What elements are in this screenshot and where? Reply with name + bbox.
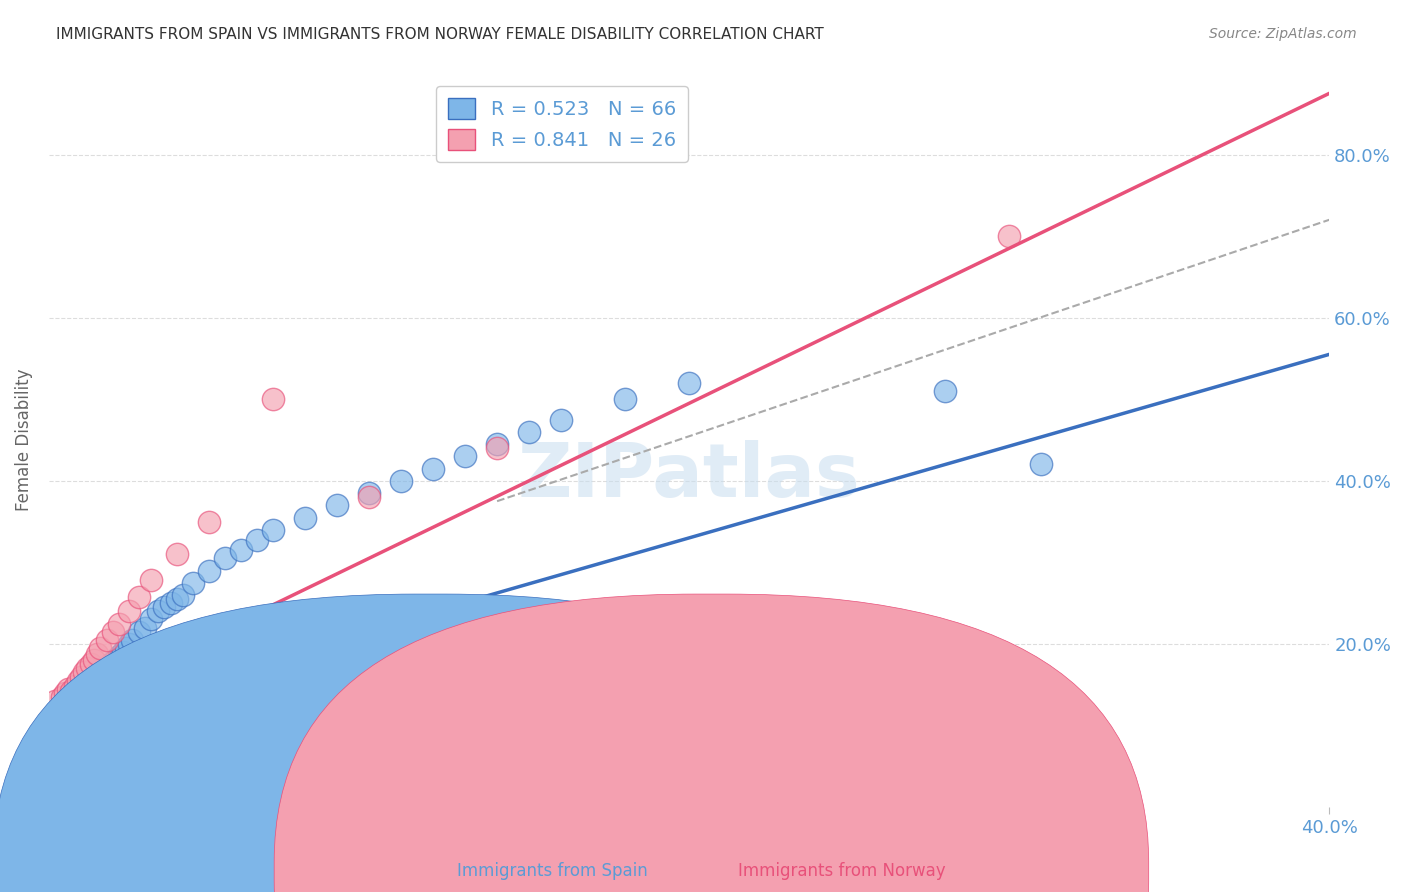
Point	[1031, 458, 1053, 472]
Point	[53, 706, 76, 721]
Point	[114, 640, 136, 655]
Point	[86, 647, 108, 661]
Point	[76, 681, 98, 696]
Point	[70, 669, 93, 683]
Point	[89, 663, 111, 677]
Point	[166, 592, 188, 607]
Point	[198, 515, 221, 529]
Point	[63, 679, 86, 693]
Point	[141, 574, 163, 588]
Point	[48, 702, 70, 716]
Point	[229, 543, 252, 558]
Point	[614, 392, 637, 407]
Point	[486, 441, 509, 455]
Point	[108, 649, 131, 664]
Point	[66, 686, 89, 700]
Point	[86, 673, 108, 688]
Point	[181, 575, 204, 590]
Point	[101, 655, 124, 669]
Point	[118, 637, 141, 651]
Point	[246, 533, 269, 547]
Point	[517, 735, 540, 749]
Point	[678, 376, 700, 390]
Point	[389, 474, 412, 488]
Point	[76, 678, 98, 692]
Point	[60, 700, 83, 714]
Point	[83, 669, 105, 683]
Point	[56, 704, 79, 718]
Point	[73, 684, 96, 698]
Point	[70, 696, 93, 710]
Point	[121, 632, 143, 647]
Point	[486, 437, 509, 451]
Point	[93, 668, 115, 682]
Point	[550, 412, 572, 426]
Point	[357, 486, 380, 500]
Point	[86, 665, 108, 680]
Point	[108, 616, 131, 631]
Point	[141, 612, 163, 626]
Point	[66, 704, 89, 718]
Point	[60, 696, 83, 710]
Point	[51, 690, 73, 704]
Point	[326, 498, 349, 512]
Point	[118, 604, 141, 618]
Point	[128, 590, 150, 604]
Point	[134, 621, 156, 635]
Point	[214, 551, 236, 566]
Point	[128, 624, 150, 639]
Point	[262, 523, 284, 537]
Point	[198, 564, 221, 578]
Point	[56, 759, 79, 773]
Point	[44, 694, 66, 708]
Point	[48, 751, 70, 765]
Point	[83, 679, 105, 693]
Legend: R = 0.523   N = 66, R = 0.841   N = 26: R = 0.523 N = 66, R = 0.841 N = 26	[436, 87, 688, 161]
Text: Immigrants from Norway: Immigrants from Norway	[738, 863, 946, 880]
Point	[53, 694, 76, 708]
Point	[159, 596, 181, 610]
Point	[105, 651, 128, 665]
Point	[934, 384, 956, 398]
Point	[83, 653, 105, 667]
Point	[98, 657, 121, 672]
Point	[422, 461, 444, 475]
Point	[79, 673, 101, 688]
Point	[517, 425, 540, 439]
Point	[262, 392, 284, 407]
Point	[96, 632, 118, 647]
Text: Source: ZipAtlas.com: Source: ZipAtlas.com	[1209, 27, 1357, 41]
Point	[73, 688, 96, 702]
Point	[146, 604, 169, 618]
Point	[118, 702, 141, 716]
Point	[89, 671, 111, 685]
Point	[454, 450, 477, 464]
Point	[63, 698, 86, 712]
Point	[63, 692, 86, 706]
Point	[66, 673, 89, 688]
Point	[89, 640, 111, 655]
Point	[101, 624, 124, 639]
Text: IMMIGRANTS FROM SPAIN VS IMMIGRANTS FROM NORWAY FEMALE DISABILITY CORRELATION CH: IMMIGRANTS FROM SPAIN VS IMMIGRANTS FROM…	[56, 27, 824, 42]
Point	[53, 686, 76, 700]
Point	[111, 645, 134, 659]
Point	[153, 600, 176, 615]
Point	[73, 665, 96, 680]
Point	[172, 588, 194, 602]
Text: Immigrants from Spain: Immigrants from Spain	[457, 863, 648, 880]
Point	[76, 661, 98, 675]
Point	[56, 681, 79, 696]
Point	[166, 547, 188, 561]
Point	[294, 510, 316, 524]
Point	[96, 661, 118, 675]
Text: ZIPatlas: ZIPatlas	[517, 441, 860, 513]
Point	[70, 690, 93, 704]
Point	[998, 229, 1021, 244]
Point	[44, 706, 66, 721]
Point	[60, 684, 83, 698]
Point	[357, 490, 380, 504]
Point	[51, 698, 73, 712]
Y-axis label: Female Disability: Female Disability	[15, 368, 32, 511]
Point	[79, 657, 101, 672]
